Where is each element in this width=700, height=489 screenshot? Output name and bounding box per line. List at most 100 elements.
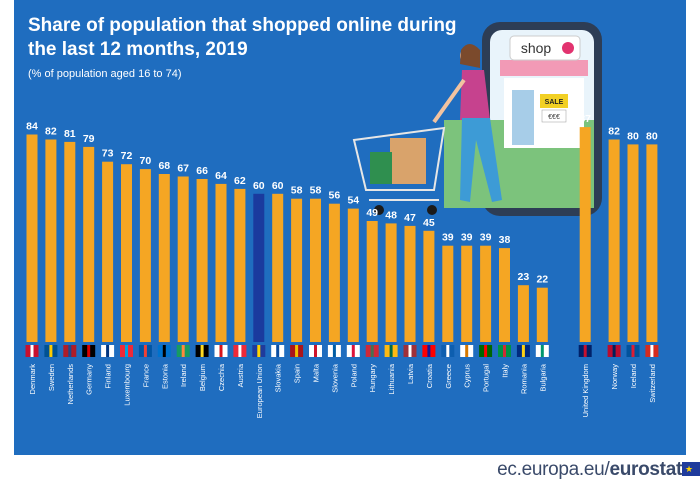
value-label: 87 (579, 113, 591, 125)
bar-croatia (423, 230, 435, 342)
flag-stripe (87, 345, 91, 357)
flag-stripe (389, 345, 393, 357)
eu-flag-icon (252, 345, 266, 357)
flag-stripe (30, 345, 34, 357)
value-label: 84 (26, 121, 38, 133)
czechia-flag-icon (214, 345, 228, 357)
flag-stripe (68, 345, 72, 357)
value-label: 23 (518, 271, 530, 283)
shop-sign-label: shop (521, 40, 552, 56)
category-label: Hungary (368, 364, 377, 393)
portugal-flag-icon (479, 345, 493, 357)
bar-latvia (404, 225, 416, 342)
shopper-arm (432, 78, 466, 124)
category-label: France (141, 364, 150, 387)
cart-wheel (427, 205, 437, 215)
flag-stripe (612, 345, 616, 357)
value-label: 66 (196, 165, 208, 177)
price-tag-shape (541, 109, 567, 123)
flag-stripe (521, 345, 525, 357)
sale-label: SALE (545, 99, 564, 106)
value-label: 67 (177, 163, 189, 175)
eu-flag-icon: ★ (682, 462, 700, 476)
category-label: Slovakia (274, 363, 283, 392)
flag-stripe (408, 345, 412, 357)
value-label: 79 (83, 133, 95, 145)
bar-estonia (158, 174, 170, 342)
bar-spain (291, 198, 303, 342)
category-label: Slovenia (330, 363, 339, 393)
value-label: 68 (158, 160, 170, 172)
bar-belgium (196, 179, 208, 342)
cart-icon (352, 126, 446, 191)
flag-stripe (631, 345, 635, 357)
bar-bulgaria (536, 287, 548, 342)
category-label: Greece (444, 364, 453, 389)
flag-stripe (257, 345, 261, 357)
category-label: European Union (255, 364, 264, 418)
shop-door (512, 90, 534, 145)
bar-finland (102, 161, 114, 342)
bar-european-union (253, 193, 265, 342)
bar-sweden (45, 139, 57, 342)
norway-flag-icon (607, 345, 621, 357)
slovenia-flag-icon (327, 345, 341, 357)
greece-flag-icon (441, 345, 455, 357)
flag-stripe (370, 345, 374, 357)
bar-france (139, 169, 151, 342)
croatia-flag-icon (422, 345, 436, 357)
bar-norway (608, 139, 620, 342)
bar-slovenia (328, 203, 340, 342)
romania-flag-icon (516, 345, 530, 357)
bar-luxembourg (121, 164, 132, 342)
flag-stripe (181, 345, 185, 357)
flag-stripe (650, 345, 654, 357)
bar-austria (234, 188, 246, 342)
category-label: Malta (312, 363, 321, 382)
bulgaria-flag-icon (535, 345, 549, 357)
footer: ec.europa.eu/eurostat (497, 459, 682, 481)
netherlands-flag-icon (63, 345, 77, 357)
flag-stripe (276, 345, 280, 357)
sale-sign-shape (540, 94, 568, 108)
value-label: 60 (253, 180, 265, 192)
flag-stripe (351, 345, 355, 357)
category-label: Belgium (198, 364, 207, 391)
bar-lithuania (385, 223, 397, 342)
denmark-flag-icon (25, 345, 39, 357)
category-label: Denmark (28, 364, 37, 395)
value-label: 81 (64, 128, 76, 140)
category-label: Ireland (179, 364, 188, 387)
flag-stripe (106, 345, 110, 357)
shop-sign-shape (509, 35, 581, 61)
price-label: €€€ (548, 114, 560, 121)
value-label: 39 (442, 232, 454, 244)
value-label: 47 (404, 212, 416, 224)
bar-denmark (26, 134, 38, 342)
bar-chart: SALE €€€ shop 84 Denmark 82 Sweden 81 Netherland… (25, 22, 659, 418)
flag-stripe (446, 345, 450, 357)
category-label: Estonia (160, 363, 169, 389)
value-label: 39 (461, 232, 473, 244)
flag-stripe (200, 345, 204, 357)
flag-stripe (484, 345, 488, 357)
chart-title: Share of population that shopped online … (28, 15, 457, 60)
bar-ireland (177, 176, 189, 342)
flag-stripe (238, 345, 242, 357)
flag-stripe (332, 345, 336, 357)
bar-switzerland (646, 144, 658, 342)
bar-italy (499, 248, 510, 342)
cyprus-flag-icon (460, 345, 474, 357)
spain-flag-icon (290, 345, 304, 357)
austria-flag-icon (233, 345, 247, 357)
united-kingdom-flag-icon (578, 345, 592, 357)
value-label: 58 (310, 185, 322, 197)
flag-stripe (583, 345, 587, 357)
footer-site: ec.europa.eu/ (497, 459, 610, 480)
shopper-shirt (460, 70, 490, 120)
flag-stripe (427, 345, 431, 357)
value-label: 73 (102, 148, 114, 160)
category-label: Finland (104, 364, 113, 389)
iceland-flag-icon (626, 345, 640, 357)
